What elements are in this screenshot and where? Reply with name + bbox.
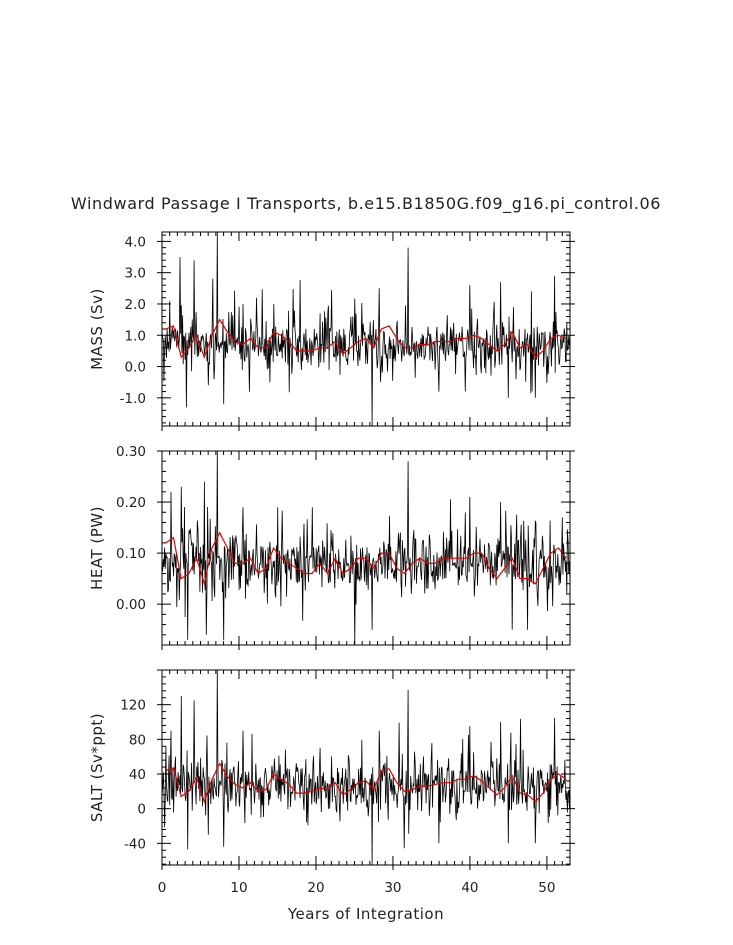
y-tick-label: -1.0 xyxy=(120,391,146,407)
y-axis-title: MASS (Sv) xyxy=(88,288,106,370)
y-tick-label: 40 xyxy=(129,767,146,783)
y-tick-label: 3.0 xyxy=(125,266,146,282)
raw-series-line xyxy=(162,232,570,426)
y-tick-label: 80 xyxy=(129,732,146,748)
plot-frame xyxy=(161,450,571,646)
y-tick-label: 0.20 xyxy=(116,495,146,511)
x-tick-label: 40 xyxy=(461,880,478,896)
x-tick-label: 10 xyxy=(230,880,247,896)
y-axis-title: SALT (Sv*ppt) xyxy=(88,713,106,822)
y-tick-label: 0.0 xyxy=(125,360,146,376)
x-tick-label: 20 xyxy=(307,880,324,896)
x-tick-label: 50 xyxy=(538,880,555,896)
smoothed-series-line xyxy=(165,531,567,587)
chart-title: Windward Passage I Transports, b.e15.B18… xyxy=(71,194,661,214)
y-tick-label: 4.0 xyxy=(125,234,146,250)
x-tick-label: 0 xyxy=(158,880,167,896)
y-tick-label: 1.0 xyxy=(125,328,146,344)
mass-panel: -1.0 0.0 1.0 2.0 3.0 4.0 MASS (Sv) xyxy=(88,231,575,431)
y-tick-label: 0.00 xyxy=(116,597,146,613)
y-tick-label: -40 xyxy=(124,836,146,852)
x-tick-label: 30 xyxy=(384,880,401,896)
raw-series-line xyxy=(162,451,570,645)
y-tick-label: 0.10 xyxy=(116,546,146,562)
smoothed-series-line xyxy=(165,318,567,360)
heat-panel: 0.00 0.10 0.20 0.30 HEAT (PW) xyxy=(88,444,575,650)
y-tick-label: 0 xyxy=(137,802,146,818)
smoothed-series-line xyxy=(165,762,567,804)
y-tick-label: 2.0 xyxy=(125,297,146,313)
y-axis-title: HEAT (PW) xyxy=(88,506,106,590)
raw-series-line xyxy=(162,670,570,865)
y-tick-label: 0.30 xyxy=(116,444,146,460)
y-tick-label: 120 xyxy=(120,698,146,714)
x-axis-title: Years of Integration xyxy=(287,905,444,923)
salt-panel: -40 0 40 80 120 SALT (Sv*ppt) 0 10 20 30 40 50 Years… xyxy=(88,669,575,923)
